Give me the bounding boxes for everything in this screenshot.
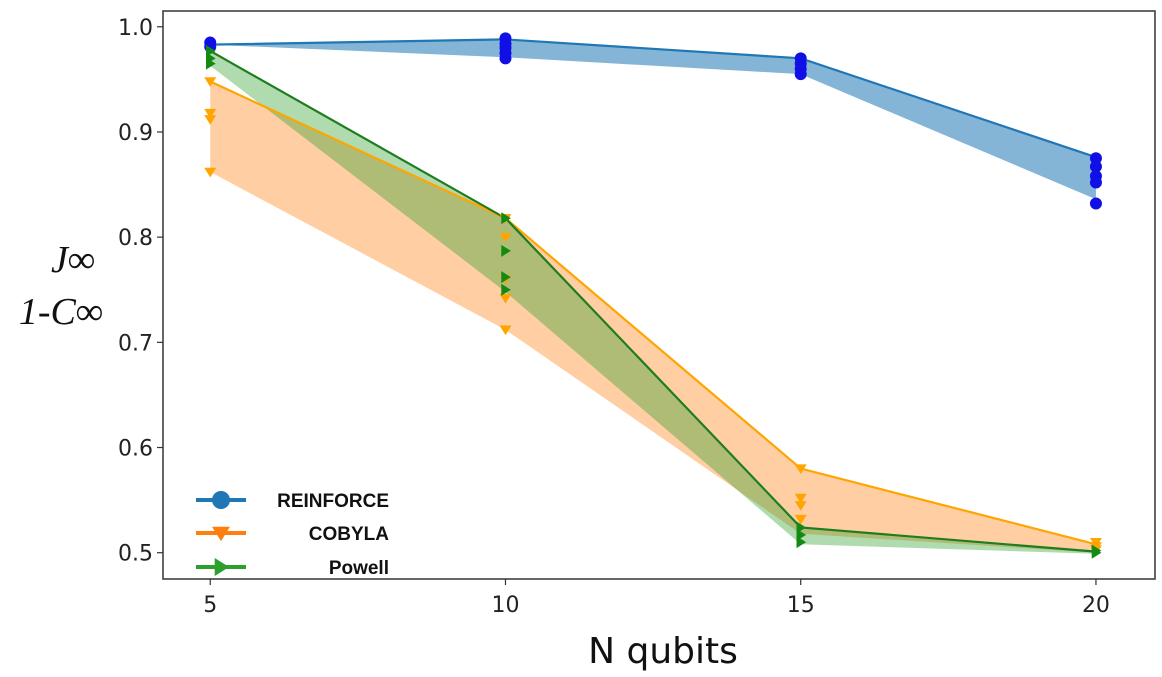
y-tick-label: 0.8: [118, 226, 153, 251]
data-point-reinforce: [1089, 176, 1102, 189]
y-tick-label: 0.7: [118, 331, 153, 356]
data-point-cobyla: [204, 77, 217, 87]
x-tick-label: 10: [491, 593, 519, 618]
data-point-cobyla: [204, 115, 217, 125]
legend-label-reinforce: REINFORCE: [277, 491, 389, 512]
data-point-powell: [501, 244, 511, 257]
data-points: [204, 32, 1102, 559]
data-point-powell: [796, 536, 807, 549]
data-point-cobyla: [794, 464, 807, 474]
data-point-cobyla: [204, 108, 217, 119]
data-point-powell: [206, 57, 216, 70]
y-tick-label: 1.0: [118, 16, 153, 41]
legend-label-cobyla: COBYLA: [309, 524, 390, 545]
data-point-reinforce: [1089, 160, 1102, 173]
band-reinforce: [210, 39, 1096, 200]
data-point-cobyla: [499, 325, 512, 336]
data-point-powell: [1091, 546, 1102, 559]
data-point-cobyla: [794, 501, 807, 511]
data-point-cobyla: [499, 293, 512, 304]
data-point-powell: [501, 283, 511, 296]
data-point-cobyla: [499, 232, 512, 243]
line-cobyla: [209, 80, 1097, 546]
series-lines: [209, 38, 1097, 553]
y-axis-ticks: 0.5 0.6 0.7 0.8 0.9 1.0: [118, 16, 163, 567]
line-reinforce: [210, 38, 1097, 159]
y-tick-label: 0.6: [118, 437, 153, 462]
legend-swatch-marker: [212, 491, 230, 509]
y-axis-label-line-1: J∞: [51, 239, 95, 281]
legend-swatch-marker: [214, 558, 230, 576]
x-tick-label: 20: [1082, 593, 1110, 618]
legend: REINFORCE COBYLA Powell: [196, 491, 389, 579]
data-point-powell: [501, 271, 511, 284]
y-tick-label: 0.9: [118, 121, 153, 146]
data-point-cobyla: [794, 514, 807, 525]
y-axis-label-line-2: 1-C∞: [19, 291, 103, 333]
x-axis-label: N qubits: [588, 631, 738, 672]
legend-label-powell: Powell: [329, 558, 389, 579]
data-point-reinforce: [499, 52, 512, 65]
data-point-reinforce: [1089, 197, 1102, 210]
band-cobyla: [210, 81, 1096, 553]
data-point-cobyla: [794, 493, 807, 504]
x-axis-ticks: 5 10 15 20: [203, 579, 1110, 618]
data-point-powell: [501, 212, 511, 225]
y-tick-label: 0.5: [118, 542, 153, 567]
x-tick-label: 5: [203, 593, 217, 618]
data-point-cobyla: [204, 167, 217, 178]
plot-frame: [162, 10, 1156, 580]
x-tick-label: 15: [787, 593, 815, 618]
line-powell: [209, 50, 1097, 553]
plot-background: [163, 11, 1155, 579]
data-point-reinforce: [1089, 152, 1102, 165]
data-point-reinforce: [794, 68, 807, 81]
legend-swatch-marker: [212, 526, 230, 542]
